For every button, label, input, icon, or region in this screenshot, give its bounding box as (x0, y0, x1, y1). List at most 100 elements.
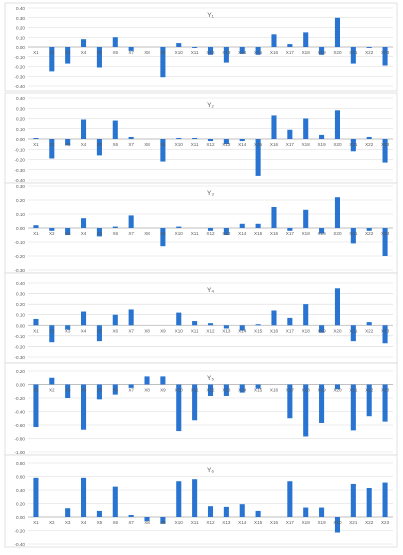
bar-x13 (223, 47, 229, 63)
chart-border (4, 362, 398, 456)
y-tick-label: 0.40 (16, 6, 25, 11)
bar-x14 (239, 504, 245, 517)
bar-x11 (192, 479, 198, 517)
x-tick-label: X2 (49, 520, 55, 525)
x-tick-label: X1 (33, 520, 39, 525)
x-tick-label: X14 (238, 231, 247, 236)
bar-x21 (350, 47, 356, 64)
bar-x21 (350, 228, 356, 244)
x-tick-label: X1 (33, 142, 39, 147)
y-tick-label: 0.10 (16, 35, 25, 40)
x-tick-label: X22 (365, 142, 374, 147)
bar-x2 (49, 139, 55, 159)
bar-x7 (128, 309, 134, 326)
bar-x6 (112, 120, 118, 139)
bar-x19 (319, 47, 325, 55)
x-tick-label: X12 (206, 231, 215, 236)
x-tick-label: X23 (381, 142, 390, 147)
x-tick-label: X18 (302, 142, 311, 147)
bar-x5 (96, 325, 102, 342)
chart-panel-4: 0.40 0.30 0.20 0.10 0.00 -0.10 -0.20 -0.30 Y₄ X1 X… (4, 272, 398, 364)
x-tick-label: X7 (128, 388, 134, 393)
bar-x1 (33, 137, 39, 139)
bar-x4 (81, 311, 87, 326)
x-tick-label: X12 (206, 388, 215, 393)
y-tick-label: 0.30 (16, 292, 25, 297)
x-tick-label: X19 (317, 50, 326, 55)
bar-x21 (350, 139, 356, 152)
x-tick-label: X23 (381, 388, 390, 393)
x-tick-label: X22 (365, 50, 374, 55)
bar-x20 (334, 288, 340, 326)
bar-x7 (128, 514, 134, 517)
x-tick-label: X17 (286, 520, 295, 525)
bar-x4 (81, 477, 87, 517)
bar-x7 (128, 384, 134, 388)
bar-x22 (366, 136, 372, 139)
x-tick-label: X15 (254, 50, 263, 55)
bar-x9 (160, 47, 166, 78)
x-tick-label: X8 (144, 328, 150, 333)
x-tick-label: X8 (144, 142, 150, 147)
x-tick-label: X16 (270, 142, 279, 147)
x-tick-label: X16 (270, 520, 279, 525)
bar-x9 (160, 228, 166, 247)
bar-x18 (303, 209, 309, 228)
chart-border (4, 272, 398, 364)
bar-x13 (223, 139, 229, 145)
bar-x14 (239, 384, 245, 393)
x-tick-label: X7 (128, 142, 134, 147)
y-tick-label: 0.40 (16, 488, 25, 493)
x-tick-label: X23 (381, 520, 390, 525)
x-tick-label: X15 (254, 520, 263, 525)
x-tick-label: X20 (333, 328, 342, 333)
x-tick-label: X13 (222, 231, 231, 236)
bar-x3 (65, 384, 71, 398)
x-tick-label: X4 (81, 520, 87, 525)
y-tick-label: -0.10 (15, 147, 26, 152)
bar-x16 (271, 310, 277, 326)
x-tick-label: X1 (33, 50, 39, 55)
x-tick-label: X7 (128, 328, 134, 333)
y-tick-label: 0.00 (16, 45, 25, 50)
x-tick-label: X18 (302, 50, 311, 55)
bar-x12 (207, 384, 214, 396)
bar-x20 (334, 110, 340, 139)
bar-x3 (65, 508, 71, 517)
x-tick-label: X11 (191, 388, 199, 393)
x-tick-label: X12 (206, 328, 215, 333)
bar-x2 (49, 228, 55, 231)
bar-x6 (112, 37, 118, 47)
bar-x16 (271, 115, 277, 139)
y-tick-label: 0.00 (16, 515, 25, 520)
x-tick-label: X23 (381, 231, 390, 236)
x-tick-label: X6 (112, 231, 118, 236)
bar-x22 (366, 47, 372, 48)
x-tick-label: X12 (206, 520, 215, 525)
x-tick-label: X17 (286, 388, 295, 393)
x-tick-label: X1 (33, 388, 39, 393)
x-tick-label: X2 (49, 142, 55, 147)
bar-x2 (49, 47, 55, 72)
x-tick-label: X21 (349, 50, 358, 55)
x-tick-label: X18 (302, 520, 311, 525)
y-tick-label: 0.10 (16, 127, 25, 132)
chart-panel-2: 0.40 0.30 0.20 0.10 0.00 -0.10 -0.20 -0.30 -0.40… (4, 92, 398, 184)
chart-title: Y₁ (207, 12, 214, 19)
bar-x16 (271, 34, 277, 47)
y-tick-label: -0.80 (15, 437, 26, 442)
bar-x12 (207, 228, 214, 231)
bar-x15 (255, 223, 261, 228)
x-tick-label: X22 (365, 328, 374, 333)
x-tick-label: X13 (222, 50, 231, 55)
x-tick-label: X2 (49, 50, 55, 55)
bar-x1 (33, 225, 39, 228)
x-tick-label: X9 (160, 328, 166, 333)
y-tick-label: 0.00 (16, 137, 25, 142)
x-tick-label: X3 (65, 520, 71, 525)
bar-x6 (112, 226, 118, 228)
bar-x14 (239, 325, 245, 331)
x-tick-label: X16 (270, 388, 279, 393)
x-tick-label: X6 (112, 328, 118, 333)
